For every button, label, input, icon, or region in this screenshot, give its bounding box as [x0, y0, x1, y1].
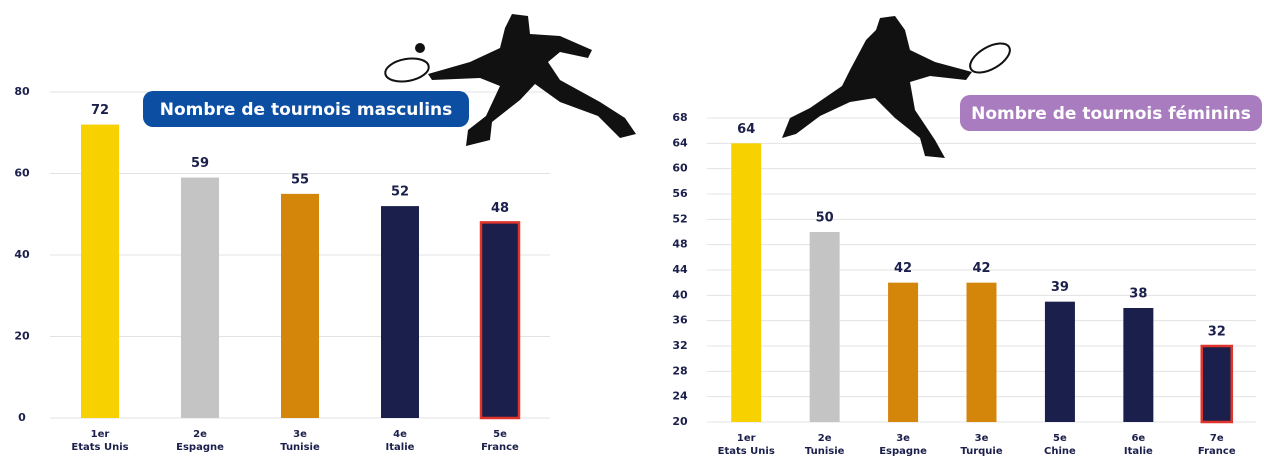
y-tick-label: 60 [14, 167, 30, 180]
y-tick-label: 36 [672, 314, 688, 327]
x-rank-label: 3e [896, 433, 910, 444]
x-tick-label: Tunisie [280, 442, 320, 453]
y-tick-label: 40 [14, 248, 30, 261]
bar [888, 282, 919, 422]
x-tick-label: France [481, 442, 519, 453]
value-label: 38 [1129, 287, 1147, 302]
x-rank-label: 1er [91, 429, 110, 440]
value-label: 52 [391, 185, 409, 200]
value-label: 32 [1208, 325, 1226, 340]
bar [281, 193, 319, 418]
y-tick-label: 64 [672, 136, 688, 149]
bar [181, 177, 219, 418]
y-tick-label: 60 [672, 162, 688, 175]
x-tick-label: Chine [1044, 446, 1076, 457]
x-rank-label: 3e [293, 429, 307, 440]
y-tick-label: 0 [18, 411, 26, 424]
bar [1044, 301, 1075, 422]
x-tick-label: Espagne [879, 446, 927, 457]
y-tick-label: 40 [672, 288, 688, 301]
value-label: 55 [291, 172, 309, 187]
x-rank-label: 7e [1210, 433, 1224, 444]
charts: 0 20 40 60 80 72 1er Etats Unis 59 2e Espagne 55 3e T… [14, 85, 1262, 457]
value-label: 39 [1051, 280, 1069, 295]
y-tick-label: 80 [14, 85, 30, 98]
bar [809, 232, 840, 422]
y-tick-label: 24 [672, 390, 688, 403]
bar [1200, 344, 1234, 424]
y-tick-label: 32 [672, 339, 687, 352]
bar [731, 143, 762, 423]
x-rank-label: 2e [193, 429, 207, 440]
player-female [782, 16, 1011, 158]
title-pill [143, 91, 469, 127]
y-tick-label: 20 [14, 330, 30, 343]
chart: 20 24 28 32 36 40 44 48 52 56 60 64 68 64 1er Etats Uni… [672, 95, 1262, 457]
y-tick-label: 68 [672, 111, 687, 124]
bar [381, 206, 419, 418]
chart-title: Nombre de tournois masculins [160, 100, 453, 120]
x-rank-label: 4e [393, 429, 407, 440]
player-male [384, 14, 636, 146]
x-tick-label: Tunisie [805, 446, 845, 457]
value-label: 42 [894, 261, 912, 276]
x-rank-label: 3e [975, 433, 989, 444]
y-tick-label: 44 [672, 263, 688, 276]
x-rank-label: 2e [818, 433, 832, 444]
value-label: 42 [972, 261, 990, 276]
value-label: 50 [816, 211, 834, 226]
y-tick-label: 56 [672, 187, 688, 200]
x-tick-label: Espagne [176, 442, 224, 453]
value-label: 59 [191, 156, 209, 171]
x-tick-label: Etats Unis [71, 442, 128, 453]
x-tick-label: Turquie [960, 446, 1002, 457]
x-rank-label: 1er [737, 433, 756, 444]
value-label: 64 [737, 122, 755, 137]
chart: 0 20 40 60 80 72 1er Etats Unis 59 2e Espagne 55 3e T… [14, 85, 550, 453]
bar [966, 282, 997, 422]
bar [479, 221, 521, 420]
x-tick-label: France [1198, 446, 1236, 457]
y-tick-label: 52 [672, 212, 687, 225]
x-tick-label: Etats Unis [718, 446, 775, 457]
bar [81, 124, 119, 418]
value-label: 48 [491, 201, 509, 216]
x-rank-label: 5e [493, 429, 507, 440]
y-tick-label: 20 [672, 415, 688, 428]
x-rank-label: 5e [1053, 433, 1067, 444]
value-label: 72 [91, 103, 109, 118]
x-rank-label: 6e [1131, 433, 1145, 444]
bar [1123, 308, 1154, 422]
title-pill [960, 95, 1262, 131]
x-tick-label: Italie [386, 442, 415, 453]
y-tick-label: 48 [672, 238, 687, 251]
chart-title: Nombre de tournois féminins [971, 104, 1251, 124]
x-tick-label: Italie [1124, 446, 1153, 457]
y-tick-label: 28 [672, 364, 687, 377]
